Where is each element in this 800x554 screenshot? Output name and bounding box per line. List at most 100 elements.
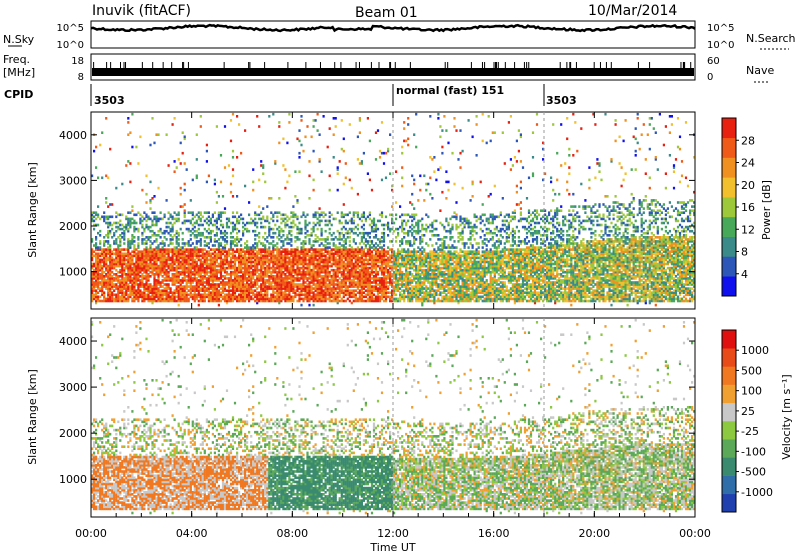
- heatmap-cell: [234, 255, 236, 258]
- heatmap-cell: [164, 230, 166, 233]
- heatmap-cell: [196, 230, 198, 233]
- heatmap-cell: [170, 228, 172, 231]
- heatmap-cell: [234, 224, 236, 227]
- heatmap-cell: [174, 222, 176, 225]
- heatmap-cell: [204, 236, 206, 239]
- heatmap-cell: [141, 291, 143, 294]
- heatmap-cell: [174, 259, 176, 262]
- heatmap-cell: [276, 236, 278, 239]
- heatmap-cell: [123, 230, 125, 233]
- heatmap-cell: [214, 220, 216, 223]
- heatmap-cell: [125, 224, 127, 227]
- heatmap-cell: [278, 211, 280, 214]
- heatmap-cell: [186, 291, 188, 294]
- heatmap-cell: [248, 201, 250, 204]
- heatmap-cell: [252, 168, 254, 171]
- heatmap-cell: [240, 152, 242, 155]
- heatmap-cell: [194, 222, 196, 225]
- heatmap-cell: [182, 205, 184, 208]
- heatmap-cell: [115, 269, 117, 272]
- heatmap-cell: [214, 234, 216, 237]
- heatmap-cell: [194, 226, 196, 229]
- heatmap-cell: [278, 226, 280, 229]
- heatmap-cell: [202, 248, 204, 251]
- heatmap-cell: [198, 248, 200, 251]
- heatmap-cell: [172, 224, 174, 227]
- heatmap-cell: [226, 240, 228, 243]
- heatmap-cell: [252, 220, 254, 223]
- heatmap-cell: [226, 277, 228, 280]
- heatmap-cell: [131, 277, 133, 280]
- heatmap-cell: [208, 271, 210, 274]
- heatmap-cell: [192, 248, 194, 251]
- heatmap-cell: [264, 220, 266, 223]
- heatmap-cell: [260, 283, 262, 286]
- heatmap-cell: [149, 144, 151, 147]
- heatmap-cell: [288, 250, 290, 253]
- heatmap-cell: [280, 218, 282, 221]
- heatmap-cell: [280, 246, 282, 249]
- heatmap-cell: [162, 289, 164, 292]
- heatmap-cell: [137, 162, 139, 165]
- cpid-segment-3: 3503: [546, 94, 577, 107]
- heatmap-cell: [218, 277, 220, 280]
- heatmap-cell: [204, 267, 206, 270]
- heatmap-cell: [226, 218, 228, 221]
- heatmap-cell: [256, 234, 258, 237]
- heatmap-cell: [145, 201, 147, 204]
- heatmap-cell: [174, 218, 176, 221]
- heatmap-cell: [99, 300, 101, 303]
- heatmap-cell: [174, 273, 176, 276]
- heatmap-cell: [210, 248, 212, 251]
- heatmap-cell: [188, 228, 190, 231]
- heatmap-cell: [149, 271, 151, 274]
- heatmap-cell: [147, 263, 149, 266]
- heatmap-cell: [208, 224, 210, 227]
- heatmap-cell: [131, 205, 133, 208]
- heatmap-cell: [115, 294, 117, 297]
- heatmap-cell: [260, 160, 262, 163]
- heatmap-cell: [196, 175, 198, 178]
- heatmap-cell: [258, 257, 260, 260]
- heatmap-cell: [117, 285, 119, 288]
- heatmap-cell: [166, 133, 168, 136]
- heatmap-cell: [200, 125, 202, 128]
- heatmap-cell: [99, 273, 101, 276]
- heatmap-cell: [218, 238, 220, 241]
- heatmap-cell: [182, 285, 184, 288]
- heatmap-cell: [168, 271, 170, 274]
- heatmap-cell: [218, 304, 220, 307]
- heatmap-cell: [200, 232, 202, 235]
- heatmap-cell: [258, 179, 260, 182]
- heatmap-cell: [226, 271, 228, 274]
- heatmap-cell: [186, 279, 188, 282]
- heatmap-cell: [157, 187, 159, 190]
- heatmap-cell: [278, 248, 280, 251]
- heatmap-cell: [208, 263, 210, 266]
- heatmap-cell: [168, 164, 170, 167]
- heatmap-cell: [178, 211, 180, 214]
- heatmap-cell: [238, 220, 240, 223]
- heatmap-cell: [278, 197, 280, 200]
- heatmap-cell: [258, 205, 260, 208]
- heatmap-cell: [113, 232, 115, 235]
- cpid-label: CPID: [4, 88, 33, 101]
- heatmap-cell: [252, 189, 254, 192]
- heatmap-cell: [141, 216, 143, 219]
- heatmap-cell: [127, 117, 129, 120]
- heatmap-cell: [284, 168, 286, 171]
- heatmap-cell: [276, 246, 278, 249]
- heatmap-cell: [149, 218, 151, 221]
- heatmap-cell: [162, 240, 164, 243]
- heatmap-cell: [192, 179, 194, 182]
- heatmap-cell: [252, 269, 254, 272]
- heatmap-cell: [190, 238, 192, 241]
- heatmap-cell: [282, 234, 284, 237]
- heatmap-cell: [176, 300, 178, 303]
- heatmap-cell: [115, 230, 117, 233]
- heatmap-cell: [228, 248, 230, 251]
- heatmap-cell: [210, 236, 212, 239]
- heatmap-cell: [240, 218, 242, 221]
- heatmap-cell: [242, 248, 244, 251]
- heatmap-cell: [224, 275, 226, 278]
